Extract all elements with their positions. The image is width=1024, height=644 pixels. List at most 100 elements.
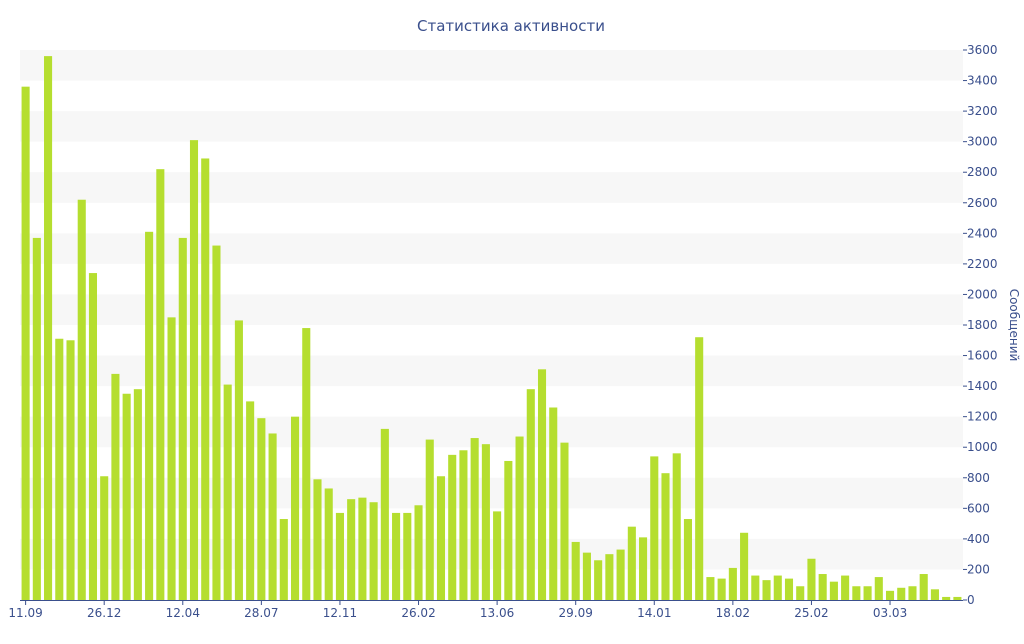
x-axis-ticks: 11.09 26.12 12.04 28.07 12.11 26.02 13.06 29.09… (8, 600, 907, 620)
bar (291, 416, 300, 600)
bar (133, 389, 142, 600)
y-tick-label: 1200 (967, 410, 998, 424)
bar (324, 488, 333, 600)
bar (470, 438, 479, 600)
y-axis-label: Сообщений (1007, 289, 1021, 362)
bar (167, 317, 176, 600)
bar (459, 450, 468, 600)
bar (246, 401, 255, 600)
x-tick-label: 12.04 (166, 606, 200, 620)
bar (841, 575, 850, 600)
x-tick-label: 26.02 (401, 606, 435, 620)
y-tick-label: 2400 (967, 226, 998, 240)
bar (852, 586, 861, 600)
bar (616, 549, 625, 600)
y-tick-label: 3000 (967, 135, 998, 149)
chart-title: Статистика активности (417, 17, 605, 35)
bar (403, 512, 412, 600)
x-tick-label: 28.07 (244, 606, 278, 620)
bar (189, 140, 199, 600)
x-tick-label: 18.02 (716, 606, 750, 620)
y-tick-label: 3600 (967, 43, 998, 57)
y-tick-label: 2800 (967, 165, 998, 179)
bar (818, 574, 827, 600)
bar (44, 56, 53, 601)
bar (347, 499, 356, 600)
bar (897, 587, 906, 600)
bar (268, 433, 277, 600)
bar (302, 328, 311, 600)
bar (223, 384, 232, 600)
bar (493, 511, 502, 600)
x-tick-label: 25.02 (794, 606, 828, 620)
bar (257, 418, 266, 600)
x-tick-label: 11.09 (8, 606, 42, 620)
bar (672, 453, 681, 600)
bar (695, 337, 704, 600)
bar (784, 578, 794, 600)
grid-band (20, 477, 963, 509)
grid-band (20, 538, 963, 570)
bar (122, 393, 131, 600)
x-tick-label: 13.06 (480, 606, 514, 620)
grid-band (20, 355, 963, 387)
bar (829, 581, 838, 600)
y-tick-label: 2600 (967, 196, 998, 210)
bar (279, 519, 288, 600)
bar (32, 237, 41, 601)
bar (582, 552, 591, 600)
grid-band (20, 294, 963, 325)
y-tick-label: 600 (967, 501, 990, 515)
bar (751, 575, 760, 600)
bar (77, 199, 86, 600)
y-tick-label: 400 (967, 532, 990, 546)
bar (762, 580, 771, 600)
y-tick-label: 1800 (967, 318, 998, 332)
bar (425, 439, 434, 600)
bar (358, 497, 367, 600)
bar (728, 567, 737, 600)
y-tick-label: 0 (967, 593, 975, 607)
bar (335, 512, 344, 600)
bar (156, 169, 165, 601)
y-tick-label: 3200 (967, 104, 998, 118)
bar (66, 340, 75, 600)
bar-series (21, 56, 962, 601)
grid-band (20, 416, 963, 448)
bar (639, 537, 648, 600)
y-tick-label: 1000 (967, 440, 998, 454)
bar (807, 558, 816, 600)
bar (930, 589, 939, 600)
y-tick-label: 1400 (967, 379, 998, 393)
bar (740, 532, 749, 600)
x-tick-label: 29.09 (559, 606, 593, 620)
bar (953, 596, 962, 600)
y-tick-label: 2200 (967, 257, 998, 271)
x-tick-label: 14.01 (637, 606, 671, 620)
x-tick-label: 26.12 (87, 606, 121, 620)
bar (436, 476, 446, 600)
bar (178, 237, 187, 601)
bar (448, 454, 457, 600)
bar (796, 586, 805, 600)
bar (55, 338, 64, 600)
bar (773, 575, 782, 600)
y-tick-label: 1600 (967, 349, 998, 363)
grid-bands (20, 50, 963, 570)
grid-band (20, 233, 963, 264)
y-axis-ticks: 0 200 400 600 800 1000 1200 1400 1600 1800 2000 220… (963, 43, 998, 607)
bar (683, 519, 692, 600)
bar (537, 369, 547, 600)
y-tick-label: 3400 (967, 74, 998, 88)
bar (392, 512, 401, 600)
bar (504, 460, 513, 600)
x-tick-label: 12.11 (323, 606, 357, 620)
bar (481, 444, 490, 600)
bar (717, 578, 726, 600)
bar (885, 590, 895, 600)
bar (526, 389, 535, 600)
bar (515, 436, 524, 600)
bar (212, 245, 221, 600)
bar (571, 541, 580, 600)
